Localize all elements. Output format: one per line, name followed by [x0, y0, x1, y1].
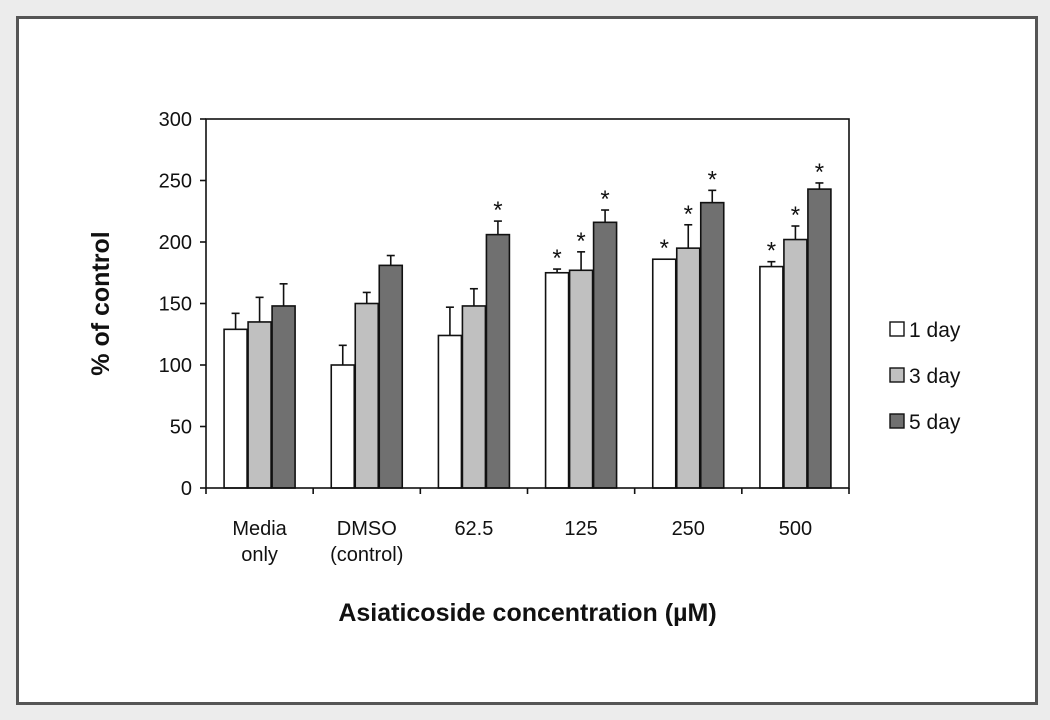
y-tick-label: 300: [159, 109, 192, 131]
significance-marker: *: [493, 197, 502, 224]
chart-bars: * * * * * * * * * *: [223, 159, 832, 489]
y-tick-label: 150: [159, 294, 192, 316]
bar-3-day-3: [568, 269, 594, 489]
bar-3-day-4: [675, 247, 701, 489]
bar-5-day-2: [485, 233, 511, 489]
y-tick-label: 200: [159, 232, 192, 254]
bar-1-day-4: [651, 258, 677, 489]
y-tick-label: 250: [159, 171, 192, 193]
bar-1-day-0: [223, 328, 248, 489]
x-tick-label: 62.5: [454, 518, 493, 540]
bar-1-day-5: [759, 265, 784, 489]
x-tick-label: Media only: [232, 518, 287, 566]
chart-legend: 1 day 3 day 5 day: [889, 319, 961, 434]
x-tick-label: 125: [564, 518, 597, 540]
bar-3-day-0: [247, 321, 272, 489]
y-tick-label: 50: [170, 417, 192, 439]
figure-frame: * * * * * * * * * * 0 50 100 150 200 250 300 Media only DM…: [16, 16, 1038, 705]
significance-marker: *: [660, 235, 669, 262]
significance-marker: *: [552, 245, 561, 272]
bar-3-day-2: [461, 305, 487, 489]
significance-marker: *: [708, 166, 717, 193]
significance-marker: *: [767, 238, 776, 265]
significance-marker: *: [600, 186, 609, 213]
y-axis-title: % of control: [87, 231, 115, 375]
significance-marker: *: [815, 159, 824, 186]
bar-5-day-3: [592, 221, 618, 489]
chart-axes: [200, 118, 850, 494]
y-tick-label: 100: [159, 355, 192, 377]
chart-labels: 0 50 100 150 200 250 300 Media only DMSO (control)…: [87, 109, 812, 627]
bar-3-day-5: [783, 238, 808, 489]
legend-swatch-3-day: [889, 367, 905, 383]
bar-3-day-1: [354, 302, 380, 489]
y-tick-label: 0: [181, 478, 192, 500]
plot-area-border: [205, 118, 850, 489]
bar-1-day-1: [330, 364, 356, 489]
bar-1-day-3: [544, 271, 570, 489]
legend-label-3-day: 3 day: [909, 365, 961, 388]
x-tick-label: DMSO (control): [330, 518, 403, 566]
bar-5-day-5: [807, 188, 832, 489]
significance-marker: *: [576, 228, 585, 255]
bar-5-day-0: [271, 305, 296, 489]
x-axis-title: Asiaticoside concentration (µM): [338, 599, 716, 627]
legend-swatch-5-day: [889, 413, 905, 429]
significance-marker: *: [684, 201, 693, 228]
bar-5-day-4: [699, 201, 725, 489]
legend-label-1-day: 1 day: [909, 319, 961, 342]
bar-1-day-2: [437, 334, 463, 489]
bar-chart: * * * * * * * * * * 0 50 100 150 200 250 300 Media only DM…: [87, 109, 961, 627]
legend-swatch-1-day: [889, 321, 905, 337]
bar-5-day-1: [378, 264, 404, 489]
x-tick-label: 250: [672, 518, 705, 540]
significance-marker: *: [791, 202, 800, 229]
legend-label-5-day: 5 day: [909, 411, 961, 434]
x-tick-label: 500: [779, 518, 812, 540]
